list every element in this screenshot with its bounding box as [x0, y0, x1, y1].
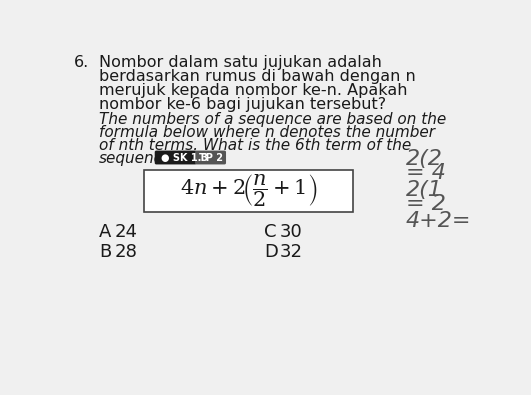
Text: The numbers of a sequence are based on the: The numbers of a sequence are based on t…: [99, 112, 446, 127]
FancyBboxPatch shape: [195, 150, 226, 164]
Text: B: B: [99, 243, 111, 261]
Text: nombor ke-6 bagi jujukan tersebut?: nombor ke-6 bagi jujukan tersebut?: [99, 97, 386, 112]
Text: 28: 28: [114, 243, 138, 261]
Text: 32: 32: [279, 243, 303, 261]
Text: sequence?: sequence?: [99, 151, 181, 166]
Text: D: D: [264, 243, 278, 261]
Text: 30: 30: [279, 223, 302, 241]
Text: 2(1: 2(1: [406, 180, 443, 200]
Text: of nth terms. What is the 6th term of the: of nth terms. What is the 6th term of th…: [99, 138, 411, 153]
Text: merujuk kepada nombor ke-n. Apakah: merujuk kepada nombor ke-n. Apakah: [99, 83, 407, 98]
Text: formula below where n denotes the number: formula below where n denotes the number: [99, 125, 435, 140]
Text: A: A: [99, 223, 112, 241]
FancyBboxPatch shape: [155, 150, 196, 164]
Text: Nombor dalam satu jujukan adalah: Nombor dalam satu jujukan adalah: [99, 55, 382, 70]
Text: $4n + 2\!\left(\dfrac{n}{2} + 1\right)$: $4n + 2\!\left(\dfrac{n}{2} + 1\right)$: [180, 173, 317, 209]
Text: = 2: = 2: [406, 194, 446, 214]
Text: berdasarkan rumus di bawah dengan n: berdasarkan rumus di bawah dengan n: [99, 69, 416, 84]
Text: 2(2: 2(2: [406, 149, 443, 169]
Text: 6.: 6.: [74, 55, 89, 70]
FancyBboxPatch shape: [144, 170, 353, 212]
Text: ● SK 1.3: ● SK 1.3: [161, 152, 208, 162]
Text: 24: 24: [114, 223, 138, 241]
Text: 4+2=: 4+2=: [406, 211, 472, 231]
Text: = 4: = 4: [406, 163, 446, 183]
Text: C: C: [264, 223, 277, 241]
Text: TP 2: TP 2: [199, 152, 222, 162]
